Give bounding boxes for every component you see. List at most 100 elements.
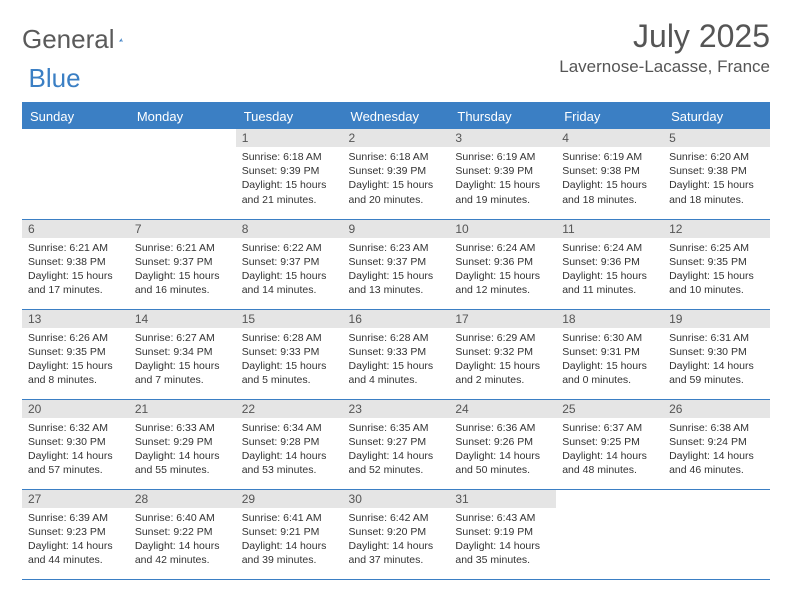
calendar-cell: 7Sunrise: 6:21 AMSunset: 9:37 PMDaylight… (129, 219, 236, 309)
day-body: Sunrise: 6:19 AMSunset: 9:38 PMDaylight:… (556, 147, 663, 213)
weekday-header: Monday (129, 103, 236, 129)
day-body: Sunrise: 6:24 AMSunset: 9:36 PMDaylight:… (556, 238, 663, 304)
day-body: Sunrise: 6:43 AMSunset: 9:19 PMDaylight:… (449, 508, 556, 574)
day-body: Sunrise: 6:31 AMSunset: 9:30 PMDaylight:… (663, 328, 770, 394)
calendar-body: ....1Sunrise: 6:18 AMSunset: 9:39 PMDayl… (22, 129, 770, 579)
day-number: 1 (236, 129, 343, 147)
calendar-cell: .. (663, 489, 770, 579)
day-body: Sunrise: 6:28 AMSunset: 9:33 PMDaylight:… (236, 328, 343, 394)
month-title: July 2025 (559, 18, 770, 55)
calendar-head: SundayMondayTuesdayWednesdayThursdayFrid… (22, 103, 770, 129)
calendar-cell: 1Sunrise: 6:18 AMSunset: 9:39 PMDaylight… (236, 129, 343, 219)
day-body: Sunrise: 6:40 AMSunset: 9:22 PMDaylight:… (129, 508, 236, 574)
calendar-cell: 24Sunrise: 6:36 AMSunset: 9:26 PMDayligh… (449, 399, 556, 489)
day-number: 10 (449, 220, 556, 238)
day-body: Sunrise: 6:28 AMSunset: 9:33 PMDaylight:… (343, 328, 450, 394)
calendar-cell: 31Sunrise: 6:43 AMSunset: 9:19 PMDayligh… (449, 489, 556, 579)
location: Lavernose-Lacasse, France (559, 57, 770, 77)
weekday-header: Sunday (22, 103, 129, 129)
calendar-cell: 16Sunrise: 6:28 AMSunset: 9:33 PMDayligh… (343, 309, 450, 399)
day-number: 29 (236, 490, 343, 508)
calendar-cell: 27Sunrise: 6:39 AMSunset: 9:23 PMDayligh… (22, 489, 129, 579)
day-number: 12 (663, 220, 770, 238)
day-body: Sunrise: 6:30 AMSunset: 9:31 PMDaylight:… (556, 328, 663, 394)
day-number: 27 (22, 490, 129, 508)
calendar-cell: 6Sunrise: 6:21 AMSunset: 9:38 PMDaylight… (22, 219, 129, 309)
calendar-cell: 2Sunrise: 6:18 AMSunset: 9:39 PMDaylight… (343, 129, 450, 219)
day-number: 24 (449, 400, 556, 418)
calendar-cell: 12Sunrise: 6:25 AMSunset: 9:35 PMDayligh… (663, 219, 770, 309)
day-body: Sunrise: 6:27 AMSunset: 9:34 PMDaylight:… (129, 328, 236, 394)
day-number: 4 (556, 129, 663, 147)
day-body: Sunrise: 6:25 AMSunset: 9:35 PMDaylight:… (663, 238, 770, 304)
day-number: 8 (236, 220, 343, 238)
day-body: Sunrise: 6:32 AMSunset: 9:30 PMDaylight:… (22, 418, 129, 484)
day-number: 16 (343, 310, 450, 328)
calendar-cell: 13Sunrise: 6:26 AMSunset: 9:35 PMDayligh… (22, 309, 129, 399)
day-number: 20 (22, 400, 129, 418)
weekday-header: Thursday (449, 103, 556, 129)
calendar-cell: .. (22, 129, 129, 219)
day-number: 7 (129, 220, 236, 238)
calendar-cell: 5Sunrise: 6:20 AMSunset: 9:38 PMDaylight… (663, 129, 770, 219)
day-body: Sunrise: 6:39 AMSunset: 9:23 PMDaylight:… (22, 508, 129, 574)
calendar-cell: 25Sunrise: 6:37 AMSunset: 9:25 PMDayligh… (556, 399, 663, 489)
day-body: Sunrise: 6:21 AMSunset: 9:38 PMDaylight:… (22, 238, 129, 304)
logo-text-general: General (22, 24, 115, 55)
calendar-cell: 14Sunrise: 6:27 AMSunset: 9:34 PMDayligh… (129, 309, 236, 399)
day-body: Sunrise: 6:37 AMSunset: 9:25 PMDaylight:… (556, 418, 663, 484)
calendar-cell: 28Sunrise: 6:40 AMSunset: 9:22 PMDayligh… (129, 489, 236, 579)
day-body: Sunrise: 6:38 AMSunset: 9:24 PMDaylight:… (663, 418, 770, 484)
calendar-cell: 8Sunrise: 6:22 AMSunset: 9:37 PMDaylight… (236, 219, 343, 309)
day-body: Sunrise: 6:19 AMSunset: 9:39 PMDaylight:… (449, 147, 556, 213)
calendar-cell: 11Sunrise: 6:24 AMSunset: 9:36 PMDayligh… (556, 219, 663, 309)
day-body: Sunrise: 6:18 AMSunset: 9:39 PMDaylight:… (236, 147, 343, 213)
day-body: Sunrise: 6:35 AMSunset: 9:27 PMDaylight:… (343, 418, 450, 484)
day-body: Sunrise: 6:29 AMSunset: 9:32 PMDaylight:… (449, 328, 556, 394)
calendar-cell: .. (556, 489, 663, 579)
calendar-cell: 20Sunrise: 6:32 AMSunset: 9:30 PMDayligh… (22, 399, 129, 489)
calendar-table: SundayMondayTuesdayWednesdayThursdayFrid… (22, 102, 770, 580)
calendar-cell: 4Sunrise: 6:19 AMSunset: 9:38 PMDaylight… (556, 129, 663, 219)
day-body: Sunrise: 6:34 AMSunset: 9:28 PMDaylight:… (236, 418, 343, 484)
day-body: Sunrise: 6:24 AMSunset: 9:36 PMDaylight:… (449, 238, 556, 304)
day-number: 11 (556, 220, 663, 238)
day-body: Sunrise: 6:18 AMSunset: 9:39 PMDaylight:… (343, 147, 450, 213)
logo-sail-icon (119, 29, 123, 51)
day-number: 26 (663, 400, 770, 418)
day-number: 14 (129, 310, 236, 328)
weekday-header: Wednesday (343, 103, 450, 129)
calendar-cell: 22Sunrise: 6:34 AMSunset: 9:28 PMDayligh… (236, 399, 343, 489)
title-block: July 2025 Lavernose-Lacasse, France (559, 18, 770, 77)
calendar-cell: 23Sunrise: 6:35 AMSunset: 9:27 PMDayligh… (343, 399, 450, 489)
day-number: 6 (22, 220, 129, 238)
day-number: 5 (663, 129, 770, 147)
day-number: 31 (449, 490, 556, 508)
calendar-cell: 21Sunrise: 6:33 AMSunset: 9:29 PMDayligh… (129, 399, 236, 489)
day-number: 17 (449, 310, 556, 328)
day-number: 25 (556, 400, 663, 418)
day-body: Sunrise: 6:33 AMSunset: 9:29 PMDaylight:… (129, 418, 236, 484)
calendar-cell: 15Sunrise: 6:28 AMSunset: 9:33 PMDayligh… (236, 309, 343, 399)
logo-text-blue: Blue (29, 63, 81, 94)
day-number: 22 (236, 400, 343, 418)
calendar-cell: 17Sunrise: 6:29 AMSunset: 9:32 PMDayligh… (449, 309, 556, 399)
calendar-cell: 18Sunrise: 6:30 AMSunset: 9:31 PMDayligh… (556, 309, 663, 399)
day-body: Sunrise: 6:41 AMSunset: 9:21 PMDaylight:… (236, 508, 343, 574)
weekday-header: Friday (556, 103, 663, 129)
day-body: Sunrise: 6:20 AMSunset: 9:38 PMDaylight:… (663, 147, 770, 213)
calendar-cell: 29Sunrise: 6:41 AMSunset: 9:21 PMDayligh… (236, 489, 343, 579)
calendar-cell: .. (129, 129, 236, 219)
day-number: 13 (22, 310, 129, 328)
day-number: 2 (343, 129, 450, 147)
day-body: Sunrise: 6:21 AMSunset: 9:37 PMDaylight:… (129, 238, 236, 304)
calendar-cell: 26Sunrise: 6:38 AMSunset: 9:24 PMDayligh… (663, 399, 770, 489)
day-body: Sunrise: 6:22 AMSunset: 9:37 PMDaylight:… (236, 238, 343, 304)
day-body: Sunrise: 6:42 AMSunset: 9:20 PMDaylight:… (343, 508, 450, 574)
day-number: 23 (343, 400, 450, 418)
weekday-header: Tuesday (236, 103, 343, 129)
day-number: 3 (449, 129, 556, 147)
day-body: Sunrise: 6:23 AMSunset: 9:37 PMDaylight:… (343, 238, 450, 304)
weekday-header: Saturday (663, 103, 770, 129)
day-number: 18 (556, 310, 663, 328)
